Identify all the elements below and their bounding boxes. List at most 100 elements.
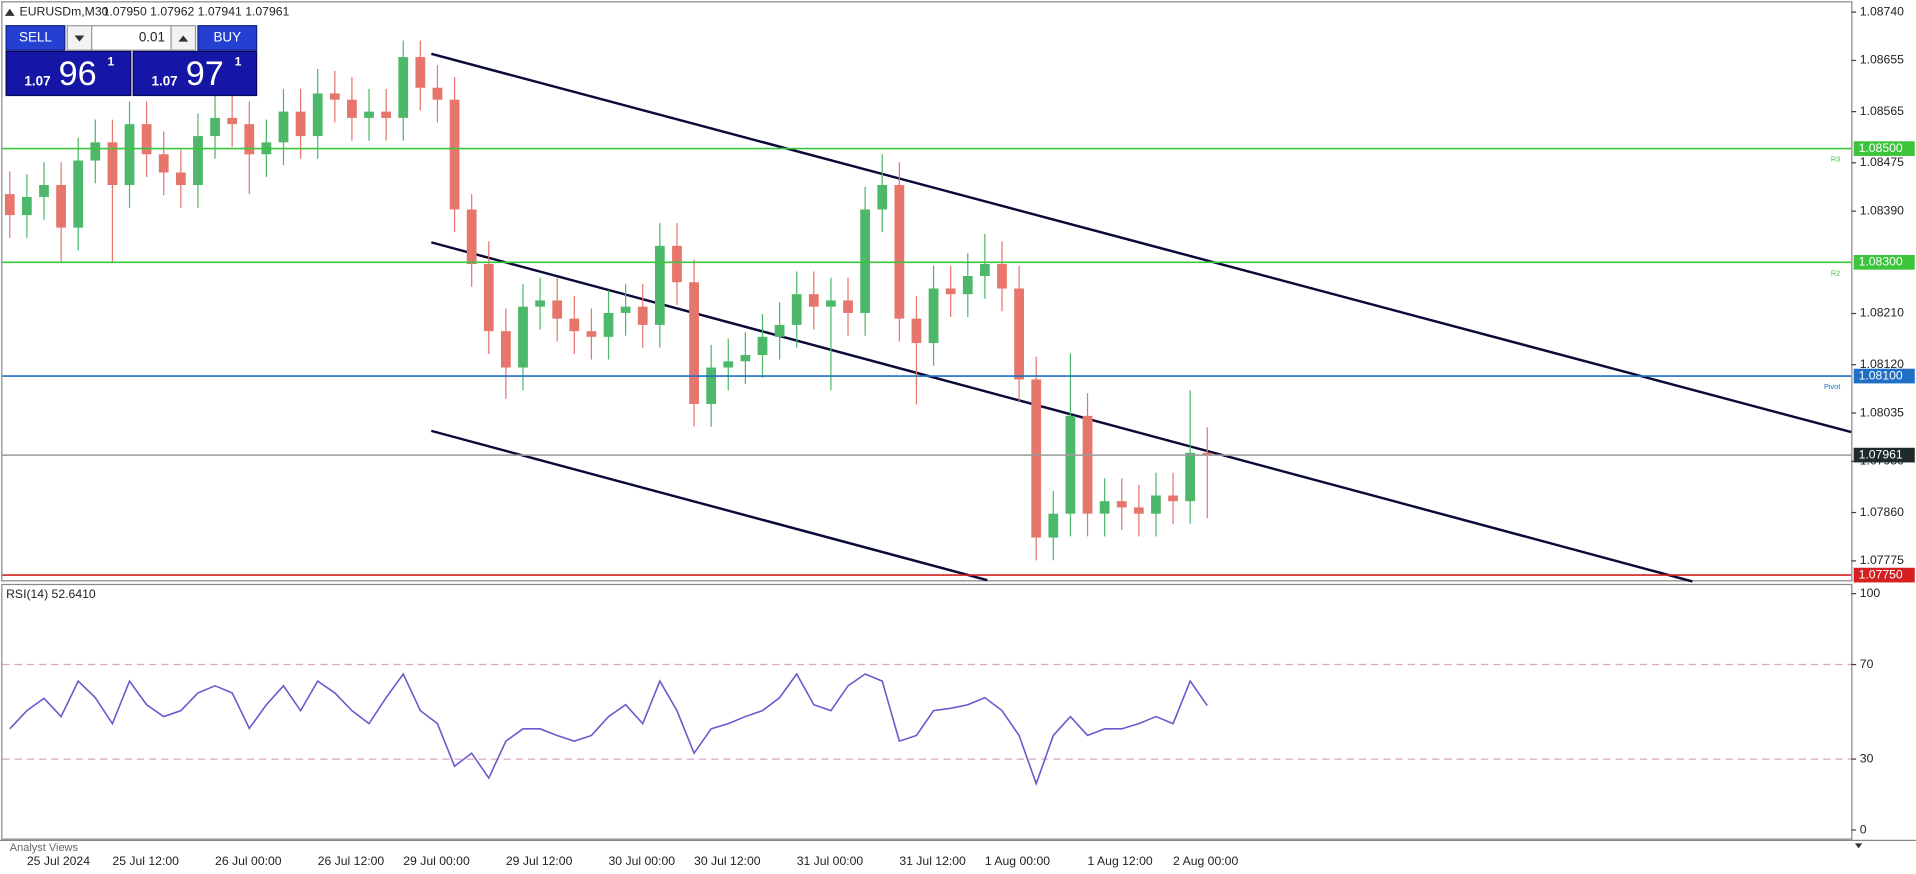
analyst-views-tab[interactable]: Analyst Views [10, 842, 79, 854]
scroll-icon[interactable] [1854, 843, 1863, 849]
candle-body [757, 336, 768, 356]
candle-body [979, 264, 990, 276]
rsi-panel [1, 583, 1853, 840]
y-tick-label: 1.08740 [1860, 4, 1904, 18]
x-tick-label: 1 Aug 00:00 [985, 854, 1050, 868]
x-tick-label: 25 Jul 2024 [27, 854, 90, 868]
y-tick-label: 1.07775 [1860, 553, 1904, 567]
level-name: Pivot [1824, 382, 1840, 391]
candle-body [997, 264, 1007, 289]
candle-body [312, 93, 323, 137]
candle-body [4, 194, 15, 216]
candle-body [1116, 501, 1127, 508]
collapse-icon[interactable] [4, 8, 15, 16]
one-click-panel: SELL 0.01 BUY 1.07 96 1 1.07 97 1 [5, 25, 258, 97]
candle-body [124, 124, 135, 185]
candle-body [569, 318, 580, 332]
candle-body [552, 300, 563, 319]
y-tick-label: 1.08210 [1860, 306, 1904, 320]
candle-body [500, 331, 511, 368]
level-name: R2 [1831, 268, 1840, 277]
candle-body [193, 136, 203, 185]
candle-body [347, 99, 357, 118]
bid-prefix: 1.07 [24, 74, 50, 89]
candle-body [1014, 288, 1024, 380]
candle-body [911, 318, 922, 344]
candle-body [1202, 452, 1213, 456]
candle-body [962, 275, 973, 295]
ask-box[interactable] [132, 50, 258, 97]
x-tick-label: 30 Jul 00:00 [609, 854, 676, 868]
ask-prefix: 1.07 [152, 74, 178, 89]
candle-body [1048, 513, 1059, 538]
level-label: 1.08500 [1859, 141, 1903, 155]
x-tick-label: 29 Jul 12:00 [506, 854, 573, 868]
ask-sup: 1 [235, 55, 242, 69]
candle-body [535, 300, 545, 307]
candle-body [518, 306, 528, 368]
bid-box[interactable] [5, 50, 132, 97]
level-label: 1.08300 [1859, 255, 1903, 269]
candle-body [1099, 501, 1110, 514]
buy-button[interactable] [197, 25, 258, 51]
sell-button[interactable] [5, 25, 66, 51]
y-tick-label: 1.08655 [1860, 53, 1904, 67]
candle-body [73, 160, 84, 228]
candle-body [860, 209, 871, 313]
sell-label: SELL [19, 29, 52, 44]
x-tick-label: 31 Jul 12:00 [899, 854, 966, 868]
candle-body [723, 361, 734, 368]
indicator-title: RSI(14) 52.6410 [6, 587, 96, 601]
y-tick-label: 1.08475 [1860, 155, 1904, 169]
y-tick-label: 1.07860 [1860, 505, 1904, 519]
plot: 1.08740 1.08655 1.08565 1.08475 1.08390 1.082… [2, 4, 1915, 868]
symbol-title: EURUSDm,M30 [20, 4, 109, 18]
candle-body [1031, 379, 1042, 538]
candle-body [1082, 415, 1093, 514]
candle-body [945, 288, 956, 295]
candle-body [329, 93, 340, 100]
candle-body [1065, 415, 1076, 514]
candle-body [1185, 452, 1196, 502]
candle-body [894, 184, 905, 319]
level-label: 1.08100 [1859, 368, 1903, 382]
x-tick-label: 1 Aug 12:00 [1088, 854, 1153, 868]
y-tick-label: 1.08120 [1860, 357, 1904, 371]
x-tick-label: 30 Jul 12:00 [694, 854, 761, 868]
level-name: R3 [1831, 155, 1840, 164]
channel-line [431, 241, 1693, 583]
candle-body [278, 111, 289, 143]
y-tick-label: 30 [1860, 751, 1874, 765]
candle-body [637, 306, 648, 325]
x-tick-label: 26 Jul 00:00 [215, 854, 282, 868]
candle-body [774, 324, 785, 337]
candle-body [843, 300, 853, 313]
candle-body [244, 124, 255, 155]
y-tick-label: 1.08565 [1860, 104, 1904, 118]
candle-body [706, 367, 717, 404]
level-label: 1.07961 [1859, 447, 1903, 461]
y-tick-label: 70 [1860, 657, 1874, 671]
x-tick-label: 31 Jul 00:00 [797, 854, 864, 868]
x-tick-label: 2 Aug 00:00 [1173, 854, 1238, 868]
candle-body [141, 124, 152, 155]
level-label: 1.07750 [1859, 567, 1903, 581]
level-label-bg [1853, 567, 1915, 583]
x-tick-label: 25 Jul 12:00 [112, 854, 179, 868]
y-tick-label: 1.08035 [1860, 405, 1904, 419]
candle-body [672, 245, 682, 283]
candle-body [158, 154, 169, 173]
candle-body [415, 57, 426, 88]
candle-body [107, 142, 118, 185]
candle-body [21, 196, 32, 216]
candle-body [1151, 495, 1161, 514]
candle-body [432, 87, 443, 100]
level-label-bg [1853, 368, 1915, 384]
candle-body [449, 99, 460, 210]
main-panel [1, 1, 1853, 582]
candle-body [483, 264, 494, 332]
candle-body [740, 355, 751, 362]
